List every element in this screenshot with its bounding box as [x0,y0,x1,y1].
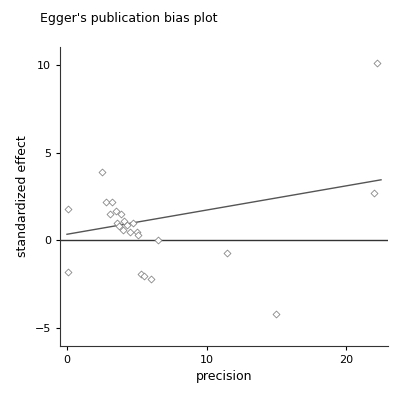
Point [371,190,377,196]
Y-axis label: standardized effect: standardized effect [16,136,29,257]
Point [134,228,140,235]
Point [103,198,109,205]
Point [154,237,161,243]
Point [120,227,126,233]
Point [273,311,280,318]
Point [65,269,72,275]
Point [116,223,122,230]
Point [108,198,115,205]
Point [135,232,141,238]
Point [121,218,128,224]
Point [148,276,154,282]
Point [124,222,130,228]
Point [126,228,133,235]
Point [140,272,147,279]
Point [138,271,144,277]
Point [129,220,136,226]
X-axis label: precision: precision [196,371,252,384]
Point [107,211,114,217]
Point [99,169,105,175]
Point [224,250,231,256]
Point [113,208,119,214]
Point [374,60,380,66]
Point [114,220,120,226]
Text: Egger's publication bias plot: Egger's publication bias plot [40,12,218,25]
Point [118,211,125,217]
Point [64,206,71,212]
